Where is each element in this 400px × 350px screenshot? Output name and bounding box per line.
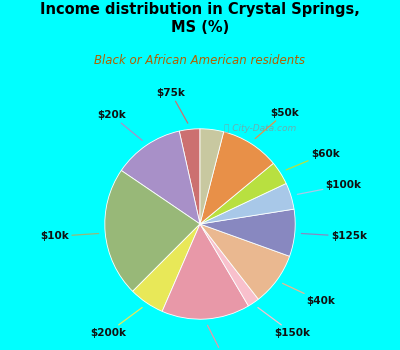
- Text: Income distribution in Crystal Springs,
MS (%): Income distribution in Crystal Springs, …: [40, 2, 360, 35]
- Wedge shape: [200, 129, 224, 224]
- Text: $40k: $40k: [283, 284, 335, 306]
- Wedge shape: [200, 132, 273, 224]
- Wedge shape: [105, 170, 200, 291]
- Text: $10k: $10k: [40, 231, 99, 242]
- Text: Black or African American residents: Black or African American residents: [94, 54, 306, 67]
- Wedge shape: [200, 224, 290, 299]
- Text: $20k: $20k: [98, 110, 142, 140]
- Text: $50k: $50k: [255, 108, 299, 139]
- Wedge shape: [200, 209, 295, 256]
- Wedge shape: [162, 224, 248, 319]
- Wedge shape: [200, 224, 258, 306]
- Text: ⓘ City-Data.com: ⓘ City-Data.com: [224, 124, 296, 133]
- Text: $150k: $150k: [258, 308, 310, 338]
- Wedge shape: [200, 183, 294, 224]
- Text: $30k: $30k: [208, 325, 237, 350]
- Wedge shape: [133, 224, 200, 312]
- Text: $75k: $75k: [157, 89, 188, 123]
- Wedge shape: [121, 131, 200, 224]
- Text: $125k: $125k: [301, 231, 367, 242]
- Text: $200k: $200k: [90, 308, 142, 338]
- Text: $60k: $60k: [286, 149, 340, 170]
- Wedge shape: [200, 163, 286, 224]
- Wedge shape: [179, 129, 200, 224]
- Text: $100k: $100k: [297, 180, 362, 194]
